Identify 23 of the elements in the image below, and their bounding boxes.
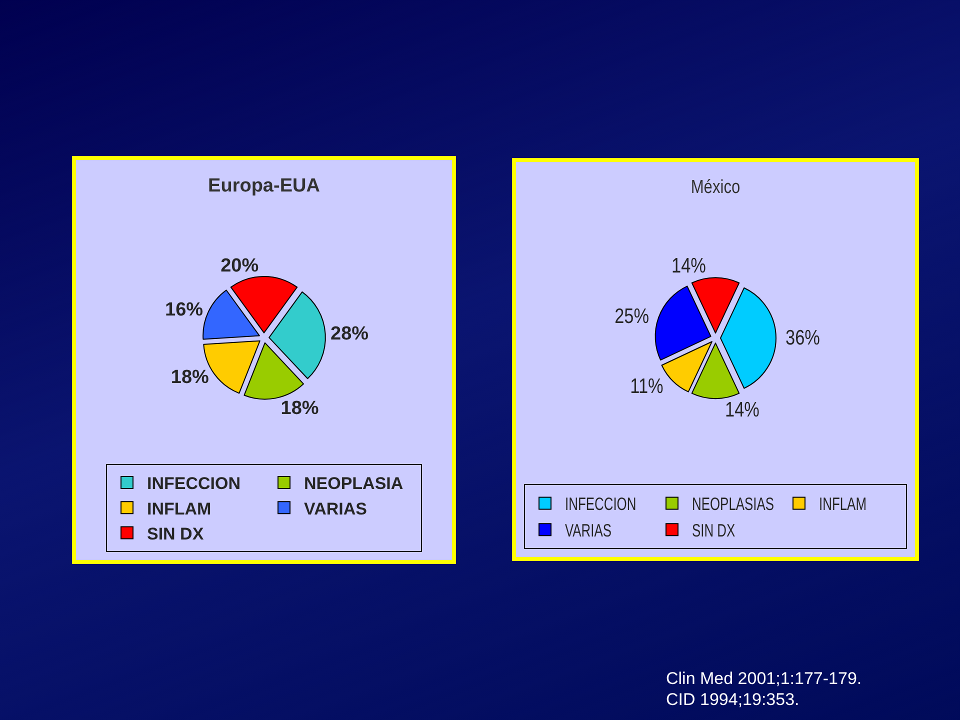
data-label: 20% xyxy=(220,255,259,276)
data-label: 14% xyxy=(672,255,706,278)
legend-label: INFECCION xyxy=(147,474,240,494)
data-label: 25% xyxy=(614,305,650,328)
data-label: 16% xyxy=(165,299,204,320)
chart-title: Europa-EUA xyxy=(208,175,320,196)
legend-label: SIN DX xyxy=(692,522,736,542)
legend-label: VARIAS xyxy=(304,499,367,518)
chart-title: México xyxy=(690,176,740,198)
legend-label: SIN DX xyxy=(147,524,204,544)
legend-label: INFLAM xyxy=(819,495,866,515)
data-label: 18% xyxy=(280,398,319,419)
data-label: 11% xyxy=(630,376,664,399)
data-label: 18% xyxy=(170,367,210,388)
legend-label: NEOPLASIAS xyxy=(692,495,774,515)
legend-label: NEOPLASIA xyxy=(304,474,404,494)
data-label: 14% xyxy=(725,399,760,422)
legend-label: INFLAM xyxy=(147,499,212,518)
legend-label: INFECCION xyxy=(565,495,636,515)
data-label: 36% xyxy=(786,327,820,350)
data-label: 28% xyxy=(330,323,369,344)
text: Clin Med 2001;1:177-179. CID 1994;19:353. xyxy=(666,668,862,710)
legend-label: VARIAS xyxy=(565,522,612,542)
